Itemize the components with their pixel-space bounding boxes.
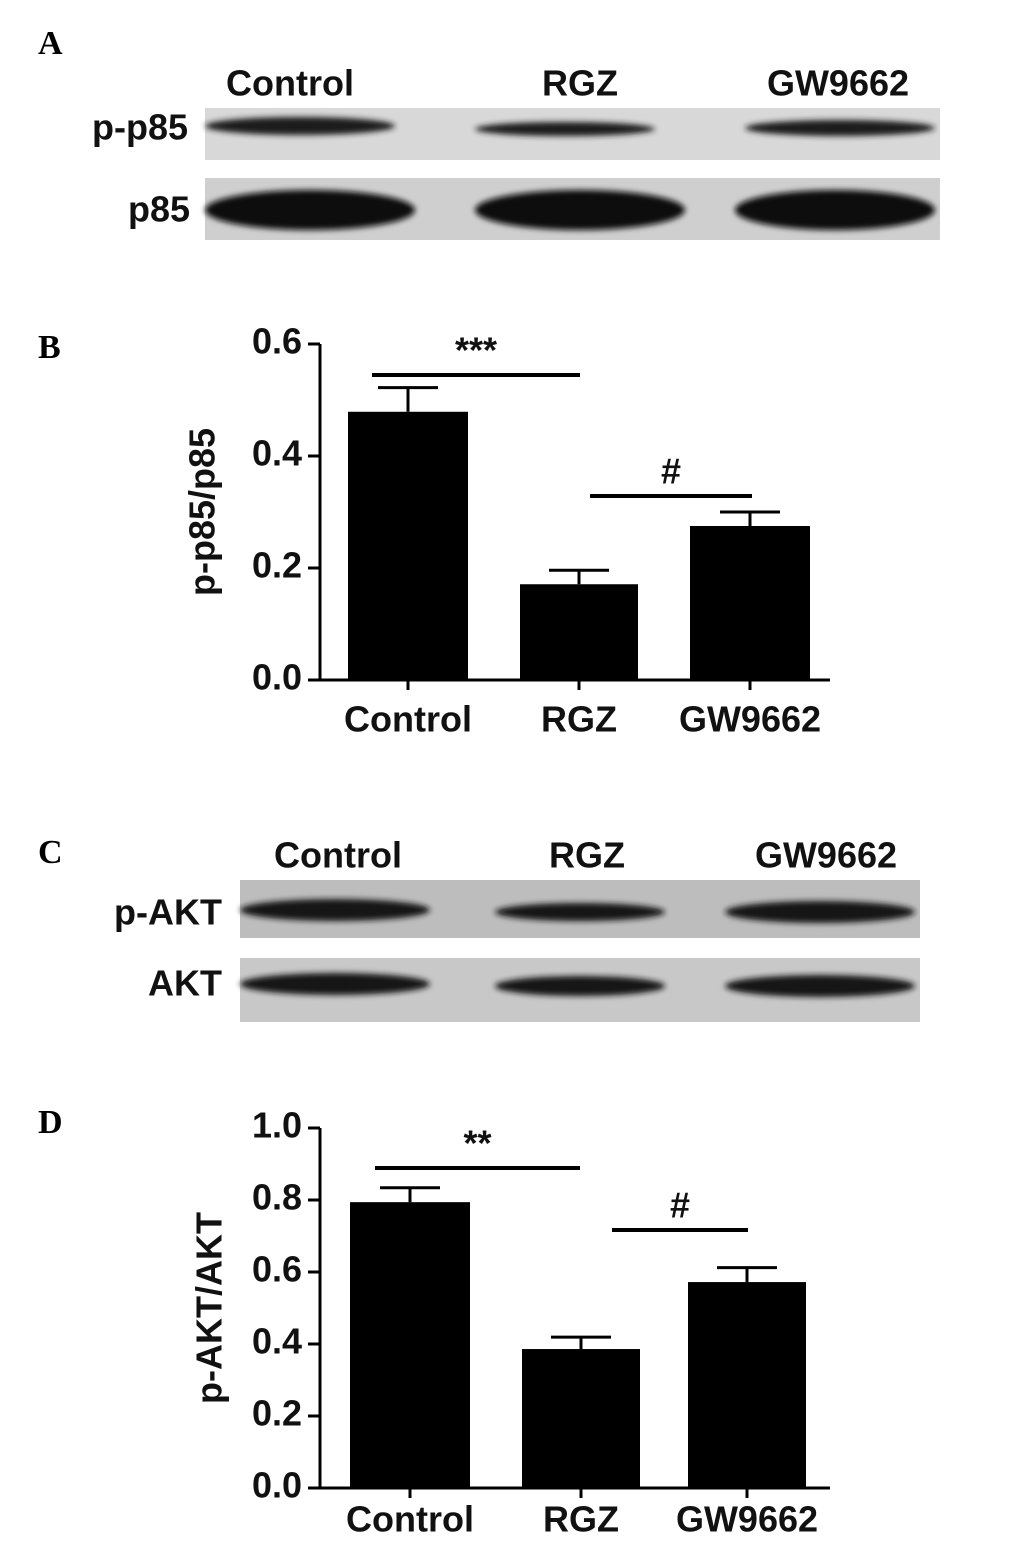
row-label: p-AKT bbox=[114, 892, 222, 933]
lane-label: Control bbox=[226, 63, 354, 104]
x-tick-label: GW9662 bbox=[676, 1499, 818, 1540]
bar bbox=[520, 584, 638, 680]
y-tick-label: 0.2 bbox=[252, 545, 302, 586]
blot bbox=[240, 958, 920, 1022]
bar bbox=[690, 526, 810, 680]
x-tick-label: RGZ bbox=[541, 699, 617, 740]
y-tick-label: 0.0 bbox=[252, 657, 302, 698]
y-tick-label: 0.8 bbox=[252, 1177, 302, 1218]
row-label: AKT bbox=[148, 963, 222, 1004]
y-tick-label: 0.6 bbox=[252, 1249, 302, 1290]
lane-label: RGZ bbox=[542, 63, 618, 104]
blot bbox=[240, 880, 920, 938]
significance-label: # bbox=[670, 1185, 690, 1226]
y-tick-label: 1.0 bbox=[252, 1105, 302, 1146]
y-axis-label: p-AKT/AKT bbox=[189, 1212, 230, 1404]
y-tick-label: 0.0 bbox=[252, 1465, 302, 1506]
bar bbox=[688, 1282, 806, 1488]
lane-label: GW9662 bbox=[767, 63, 909, 104]
significance-label: ** bbox=[463, 1123, 491, 1164]
significance-label: # bbox=[661, 451, 681, 492]
x-tick-label: GW9662 bbox=[679, 699, 821, 740]
x-tick-label: RGZ bbox=[543, 1499, 619, 1540]
panel-label: A bbox=[38, 25, 63, 62]
blot bbox=[205, 108, 940, 160]
x-tick-label: Control bbox=[346, 1499, 474, 1540]
y-tick-label: 0.4 bbox=[252, 1321, 302, 1362]
significance-label: *** bbox=[455, 330, 497, 371]
blot bbox=[205, 178, 940, 240]
lane-label: GW9662 bbox=[755, 835, 897, 876]
y-tick-label: 0.4 bbox=[252, 433, 302, 474]
bar bbox=[522, 1349, 640, 1488]
y-tick-label: 0.6 bbox=[252, 321, 302, 362]
bar bbox=[348, 411, 468, 680]
x-tick-label: Control bbox=[344, 699, 472, 740]
panel-label: C bbox=[38, 834, 63, 871]
bar bbox=[350, 1202, 470, 1488]
row-label: p85 bbox=[128, 189, 190, 230]
row-label: p-p85 bbox=[92, 107, 188, 148]
panel-label: B bbox=[38, 329, 61, 366]
y-tick-label: 0.2 bbox=[252, 1393, 302, 1434]
y-axis-label: p-p85/p85 bbox=[182, 428, 223, 596]
lane-label: RGZ bbox=[549, 835, 625, 876]
panel-label: D bbox=[38, 1104, 63, 1141]
lane-label: Control bbox=[274, 835, 402, 876]
